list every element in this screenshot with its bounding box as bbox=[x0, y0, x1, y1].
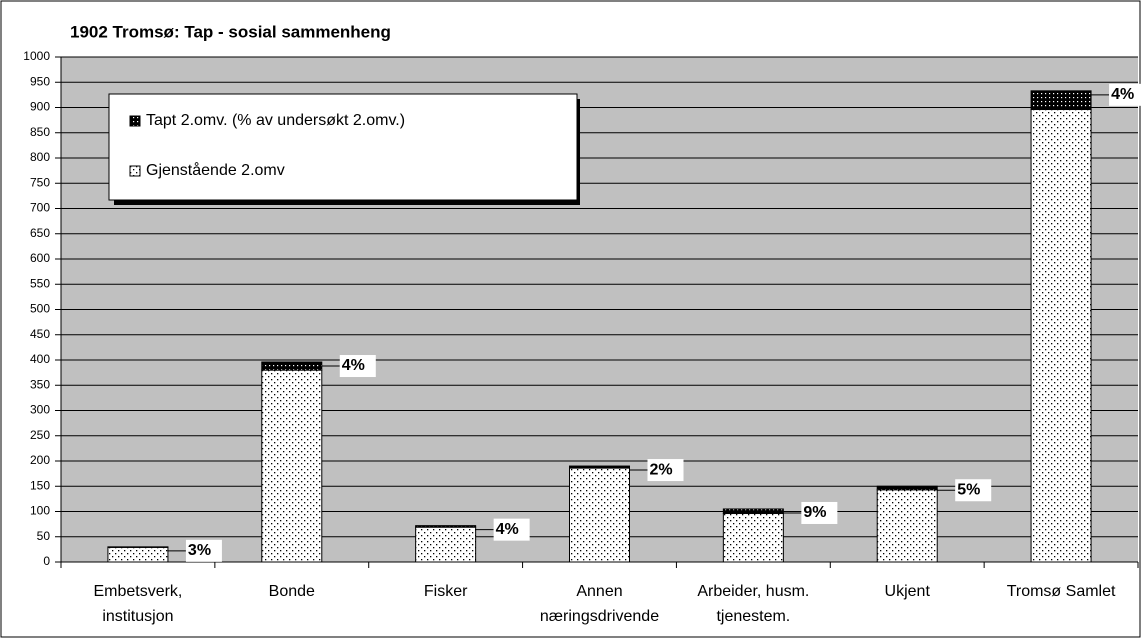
bar-segment bbox=[722, 513, 784, 563]
legend-label: Tapt 2.omv. (% av undersøkt 2.omv.) bbox=[146, 112, 405, 129]
y-tick-label: 900 bbox=[30, 100, 50, 114]
x-tick-label: tjenestem. bbox=[716, 608, 790, 625]
y-tick-label: 950 bbox=[30, 74, 50, 88]
data-label: 4% bbox=[342, 357, 365, 374]
label-box bbox=[493, 518, 530, 541]
y-tick-label: 50 bbox=[37, 529, 51, 543]
legend-swatch bbox=[129, 115, 141, 127]
bar-segment bbox=[876, 485, 938, 491]
y-tick-label: 750 bbox=[30, 175, 50, 189]
legend-swatch bbox=[129, 165, 141, 177]
data-label: 3% bbox=[188, 542, 211, 559]
y-tick-label: 0 bbox=[43, 554, 50, 568]
data-label: 4% bbox=[496, 521, 519, 538]
legend-label: Gjenstående 2.omv bbox=[146, 161, 285, 179]
x-tick-label: næringsdrivende bbox=[540, 608, 659, 625]
y-tick-label: 350 bbox=[30, 377, 50, 391]
bar-segment bbox=[261, 361, 323, 371]
x-tick-label: Fisker bbox=[424, 583, 468, 600]
data-label: 2% bbox=[650, 461, 673, 478]
y-tick-label: 450 bbox=[30, 327, 50, 341]
label-box bbox=[1109, 83, 1142, 106]
y-tick-label: 250 bbox=[30, 428, 50, 442]
y-tick-label: 200 bbox=[30, 453, 50, 467]
y-tick-label: 650 bbox=[30, 226, 50, 240]
bar-segment bbox=[107, 546, 169, 548]
y-tick-label: 150 bbox=[30, 478, 50, 492]
label-box bbox=[647, 459, 684, 482]
data-label: 4% bbox=[1111, 86, 1134, 103]
bar-segment bbox=[107, 546, 169, 563]
data-label: 5% bbox=[957, 481, 980, 498]
x-tick-label: Embetsverk, bbox=[93, 583, 182, 600]
bar-segment bbox=[569, 465, 630, 469]
label-box bbox=[339, 355, 376, 378]
y-tick-label: 400 bbox=[30, 352, 50, 366]
bar-segment bbox=[569, 467, 630, 563]
y-tick-label: 850 bbox=[30, 125, 50, 139]
bar-segment bbox=[415, 525, 477, 528]
legend bbox=[108, 93, 578, 201]
label-box bbox=[801, 501, 838, 524]
y-tick-label: 1000 bbox=[23, 49, 50, 63]
y-tick-label: 800 bbox=[30, 150, 50, 164]
x-tick-label: Annen bbox=[576, 583, 622, 600]
y-tick-label: 700 bbox=[30, 201, 50, 215]
x-tick-label: Ukjent bbox=[885, 583, 931, 600]
data-label: 9% bbox=[803, 504, 826, 521]
x-tick-label: institusjon bbox=[102, 608, 173, 625]
x-tick-label: Arbeider, husm. bbox=[697, 583, 809, 600]
y-tick-label: 550 bbox=[30, 276, 50, 290]
x-tick-label: Tromsø Samlet bbox=[1007, 583, 1116, 600]
chart-title: 1902 Tromsø: Tap - sosial sammenheng bbox=[70, 22, 391, 41]
y-tick-label: 100 bbox=[30, 504, 50, 518]
bar-segment bbox=[1030, 90, 1092, 111]
y-tick-label: 500 bbox=[30, 302, 50, 316]
bar-segment bbox=[722, 508, 784, 515]
label-box bbox=[955, 479, 992, 502]
bar-segment bbox=[415, 526, 477, 563]
x-tick-label: Bonde bbox=[269, 583, 315, 600]
bar-segment bbox=[1030, 109, 1092, 563]
y-tick-label: 300 bbox=[30, 403, 50, 417]
bar-segment bbox=[261, 369, 323, 563]
bar-segment bbox=[876, 489, 938, 563]
y-tick-label: 600 bbox=[30, 251, 50, 265]
label-box bbox=[185, 539, 222, 562]
